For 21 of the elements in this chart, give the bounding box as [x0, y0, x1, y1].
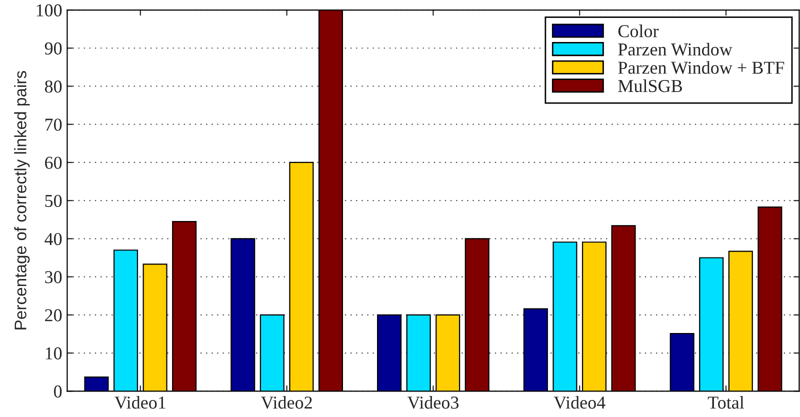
y-tick-label: 70	[45, 118, 62, 131]
y-tick-label: 100	[36, 4, 62, 16]
y-tick-label: 90	[44, 42, 62, 55]
y-tick-label: 40	[44, 232, 62, 246]
y-tick-label: 10	[46, 347, 62, 360]
y-tick-label: 60	[45, 156, 62, 169]
y-tick-label: 30	[45, 271, 62, 284]
y-tick-label: 80	[44, 80, 62, 93]
x-tick-label: Total	[708, 396, 744, 409]
y-tick-label: 50	[45, 194, 62, 208]
y-tick-label: 20	[45, 309, 62, 322]
y-tick-label: 0	[54, 385, 62, 398]
x-tick-label: Video4	[554, 396, 606, 409]
y-axis-title: Percentage of correctly linked pairs	[14, 71, 30, 330]
legend-label: Parzen Window	[618, 42, 732, 56]
x-tick-label: Video3	[407, 396, 459, 409]
legend-label: MulSGB	[618, 79, 682, 92]
legend-label: Parzen Window + BTF	[618, 61, 784, 74]
x-tick-label: Video2	[260, 396, 312, 409]
legend-label: Color	[618, 24, 659, 38]
x-tick-label: Video1	[114, 396, 166, 409]
